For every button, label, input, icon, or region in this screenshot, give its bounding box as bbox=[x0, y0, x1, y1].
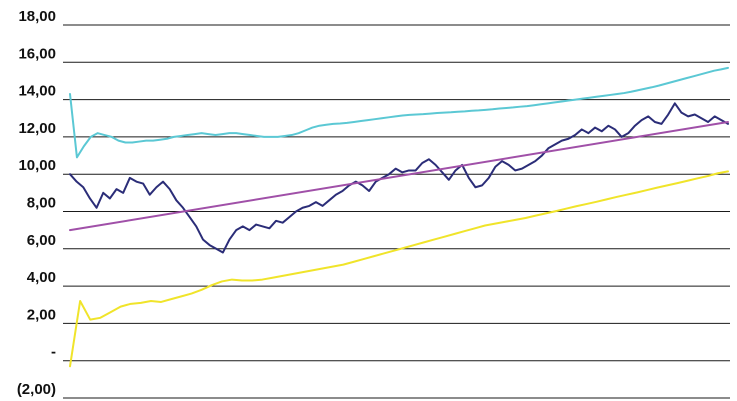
y-tick-labels: (2,00) - 2,00 4,00 6,00 8,00 10,00 12,00 14,00 16… bbox=[17, 8, 56, 398]
y-tick-label: 2,00 bbox=[27, 306, 56, 323]
y-tick-label: 12,00 bbox=[18, 120, 56, 137]
y-tick-label: 4,00 bbox=[27, 269, 56, 286]
series-line-3 bbox=[69, 170, 729, 368]
y-tick-label: 18,00 bbox=[18, 8, 56, 25]
y-tick-label: 6,00 bbox=[27, 232, 56, 249]
y-tick-label: (2,00) bbox=[17, 381, 56, 398]
series-lines bbox=[69, 66, 729, 368]
y-tick-label: 10,00 bbox=[18, 157, 56, 174]
series-line-1 bbox=[69, 102, 729, 254]
y-tick-label: 14,00 bbox=[18, 83, 56, 100]
y-tick-label: - bbox=[51, 344, 56, 361]
series-line-2 bbox=[69, 120, 729, 232]
series-line-0 bbox=[69, 66, 729, 159]
y-tick-label: 16,00 bbox=[18, 45, 56, 62]
y-tick-label: 8,00 bbox=[27, 195, 56, 212]
gridlines bbox=[63, 24, 730, 399]
